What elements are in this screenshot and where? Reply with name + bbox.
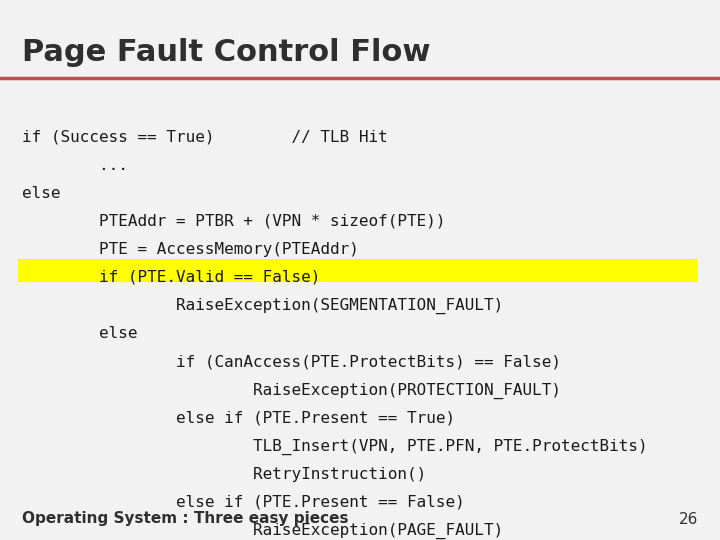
Text: PTE = AccessMemory(PTEAddr): PTE = AccessMemory(PTEAddr) (22, 242, 359, 257)
Text: else if (PTE.Present == True): else if (PTE.Present == True) (22, 410, 455, 426)
Text: PTEAddr = PTBR + (VPN * sizeof(PTE)): PTEAddr = PTBR + (VPN * sizeof(PTE)) (22, 214, 445, 229)
Text: RaiseException(SEGMENTATION_FAULT): RaiseException(SEGMENTATION_FAULT) (22, 298, 503, 314)
Text: RaiseException(PROTECTION_FAULT): RaiseException(PROTECTION_FAULT) (22, 382, 561, 399)
Text: RaiseException(PAGE_FAULT): RaiseException(PAGE_FAULT) (22, 523, 503, 539)
Text: ...: ... (22, 158, 127, 173)
Text: Operating System : Three easy pieces: Operating System : Three easy pieces (22, 511, 348, 526)
Text: RetryInstruction(): RetryInstruction() (22, 467, 426, 482)
Text: if (Success == True)        // TLB Hit: if (Success == True) // TLB Hit (22, 130, 387, 145)
Text: Page Fault Control Flow: Page Fault Control Flow (22, 38, 430, 67)
Text: TLB_Insert(VPN, PTE.PFN, PTE.ProtectBits): TLB_Insert(VPN, PTE.PFN, PTE.ProtectBits… (22, 438, 647, 455)
Text: else if (PTE.Present == False): else if (PTE.Present == False) (22, 495, 464, 510)
FancyBboxPatch shape (18, 259, 698, 282)
Text: if (PTE.Valid == False): if (PTE.Valid == False) (22, 270, 320, 285)
Text: else: else (22, 186, 60, 201)
Text: else: else (22, 326, 137, 341)
Text: 26: 26 (679, 511, 698, 526)
Text: if (CanAccess(PTE.ProtectBits) == False): if (CanAccess(PTE.ProtectBits) == False) (22, 354, 561, 369)
